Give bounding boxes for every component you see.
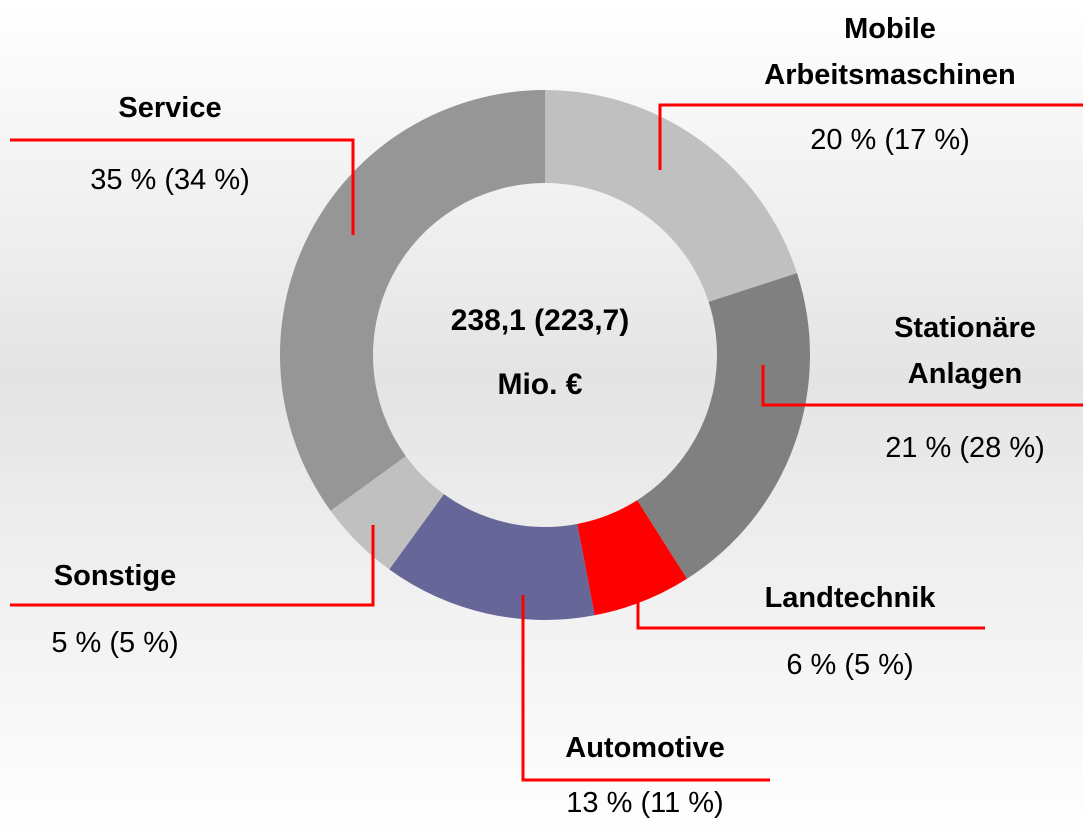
leader-line [761,365,1083,407]
segment-label: Mobile Arbeitsmaschinen [764,13,1016,91]
value-label: 21 % (28 %) [885,432,1045,464]
donut-segment [330,456,444,570]
value-label: 20 % (17 %) [810,124,970,156]
leader-line [636,590,985,630]
value-label: 5 % (5 %) [51,627,179,659]
leader-line [10,138,355,235]
donut-segment [280,90,545,511]
donut-segment [545,90,798,302]
donut-segment [389,494,595,620]
center-text: 238,1 (223,7) [450,304,630,337]
leader-line [10,525,375,607]
leader-line [521,595,770,782]
leader-line [658,103,1083,170]
segment-label: Automotive [565,732,725,764]
value-label: 6 % (5 %) [786,649,914,681]
center-text: Mio. € [497,368,583,401]
segment-label: Sonstige [53,560,177,592]
value-label: 35 % (34 %) [90,164,250,196]
donut-segment [577,500,687,616]
value-label: 13 % (11 %) [566,787,724,819]
segment-label: Service [118,92,222,124]
segment-label: Stationäre Anlagen [894,312,1036,390]
donut-segment [637,273,810,579]
segment-label: Landtechnik [764,582,936,614]
